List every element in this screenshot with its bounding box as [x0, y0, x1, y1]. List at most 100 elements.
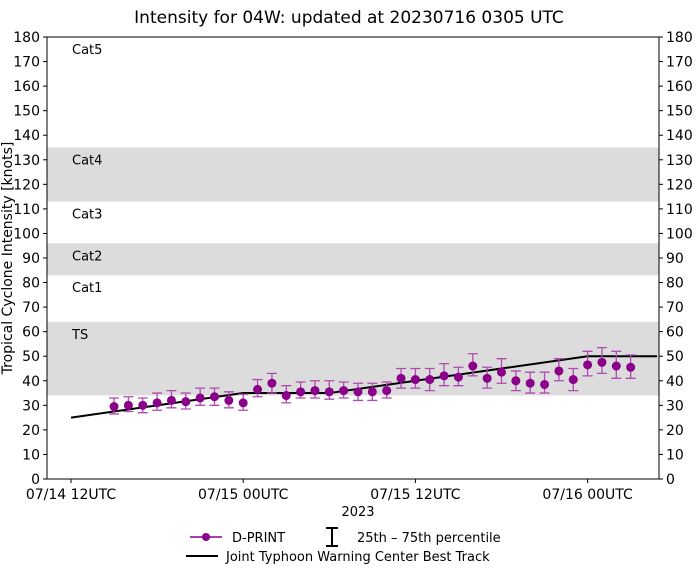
dprint-point: [123, 396, 134, 413]
dprint-marker: [296, 387, 306, 397]
dprint-marker: [224, 395, 234, 405]
dprint-marker: [123, 400, 133, 410]
dprint-point: [453, 366, 464, 387]
x-tick-label: 07/16 00UTC: [542, 487, 633, 503]
y-tick-label-right: 50: [666, 349, 684, 365]
dprint-point: [596, 346, 607, 375]
dprint-point: [482, 366, 493, 389]
dprint-marker: [583, 360, 593, 370]
y-tick-label: 20: [22, 423, 40, 439]
y-tick-label-right: 180: [666, 30, 693, 46]
dprint-point: [338, 381, 349, 399]
y-axis-label: Tropical Cyclone Intensity [knots]: [0, 142, 16, 376]
y-tick-label-right: 140: [666, 128, 693, 144]
dprint-point: [410, 367, 421, 389]
chart-title: Intensity for 04W: updated at 20230716 0…: [134, 8, 564, 28]
dprint-marker: [511, 376, 521, 386]
dprint-point: [137, 397, 148, 414]
dprint-point: [180, 392, 191, 410]
y-tick-label: 130: [13, 153, 40, 169]
y-tick-label-right: 40: [666, 374, 684, 390]
dprint-point: [295, 381, 306, 399]
y-tick-label-right: 0: [666, 472, 675, 488]
dprint-point: [324, 380, 335, 400]
y-tick-label-right: 100: [666, 226, 693, 242]
dprint-point: [152, 392, 163, 411]
x-tick-label: 07/15 00UTC: [198, 487, 289, 503]
dprint-marker: [382, 386, 392, 396]
legend: D-PRINT 25th – 75th percentile Joint Typ…: [186, 527, 501, 565]
y-tick-label: 60: [22, 325, 40, 341]
dprint-point: [496, 358, 507, 384]
dprint-point: [166, 389, 177, 409]
category-band: [47, 243, 659, 276]
dprint-point: [238, 393, 249, 411]
y-tick-label: 150: [13, 104, 40, 120]
dprint-marker: [597, 357, 607, 367]
dprint-point: [582, 350, 593, 377]
dprint-point: [309, 380, 320, 399]
legend-percentile-label: 25th – 75th percentile: [357, 531, 501, 546]
y-tick-label: 180: [13, 30, 40, 46]
y-tick-label: 30: [22, 398, 40, 414]
dprint-marker: [138, 400, 148, 410]
y-tick-label-right: 10: [666, 447, 684, 463]
y-tick-label-right: 150: [666, 104, 693, 120]
dprint-point: [109, 397, 120, 415]
y-tick-label-right: 170: [666, 55, 693, 71]
dprint-marker: [525, 378, 535, 388]
dprint-marker: [353, 387, 363, 397]
dprint-point: [281, 385, 292, 404]
dprint-marker: [425, 375, 435, 385]
category-label: TS: [71, 328, 88, 343]
dprint-marker: [310, 386, 320, 396]
dprint-point: [625, 354, 636, 379]
dprint-point: [209, 387, 220, 406]
dprint-marker: [554, 366, 564, 376]
dprint-marker: [626, 362, 636, 372]
legend-dprint-marker: [202, 533, 210, 541]
dprint-marker: [497, 367, 506, 377]
y-tick-label: 170: [13, 55, 40, 71]
dprint-marker: [410, 375, 420, 385]
legend-dprint-label: D-PRINT: [232, 531, 285, 546]
category-label: Cat2: [72, 249, 102, 264]
dprint-marker: [367, 387, 377, 397]
y-tick-label-right: 20: [666, 423, 684, 439]
dprint-point: [568, 367, 579, 392]
dprint-marker: [152, 398, 162, 408]
category-label: Cat3: [72, 208, 102, 223]
category-label: Cat4: [72, 154, 102, 169]
y-tick-label: 40: [22, 374, 40, 390]
y-tick-label: 100: [13, 226, 40, 242]
legend-percentile-marker: [326, 527, 338, 547]
dprint-marker: [109, 402, 119, 412]
legend-best-track-label: Joint Typhoon Warning Center Best Track: [225, 550, 490, 565]
dprint-marker: [195, 393, 205, 403]
y-tick-label-right: 110: [666, 202, 693, 218]
dprint-marker: [482, 373, 492, 383]
dprint-marker: [210, 392, 219, 402]
y-tick-label: 70: [22, 300, 40, 316]
dprint-marker: [238, 398, 248, 408]
dprint-point: [539, 371, 550, 394]
dprint-point: [553, 358, 564, 382]
y-tick-label-right: 130: [666, 153, 693, 169]
dprint-marker: [253, 384, 263, 394]
y-tick-label: 120: [13, 177, 40, 193]
dprint-point: [439, 362, 450, 387]
dprint-point: [611, 350, 622, 379]
dprint-point: [467, 353, 478, 377]
y-tick-label: 90: [22, 251, 40, 267]
dprint-marker: [281, 391, 291, 401]
dprint-point: [266, 372, 277, 394]
dprint-point: [510, 370, 521, 392]
x-axis-label: 2023: [341, 505, 374, 520]
category-label: Cat5: [72, 43, 102, 58]
y-tick-label: 10: [22, 447, 40, 463]
y-tick-label: 110: [13, 202, 40, 218]
dprint-marker: [339, 386, 349, 396]
category-label: Cat1: [72, 281, 102, 296]
y-tick-label-right: 90: [666, 251, 684, 267]
